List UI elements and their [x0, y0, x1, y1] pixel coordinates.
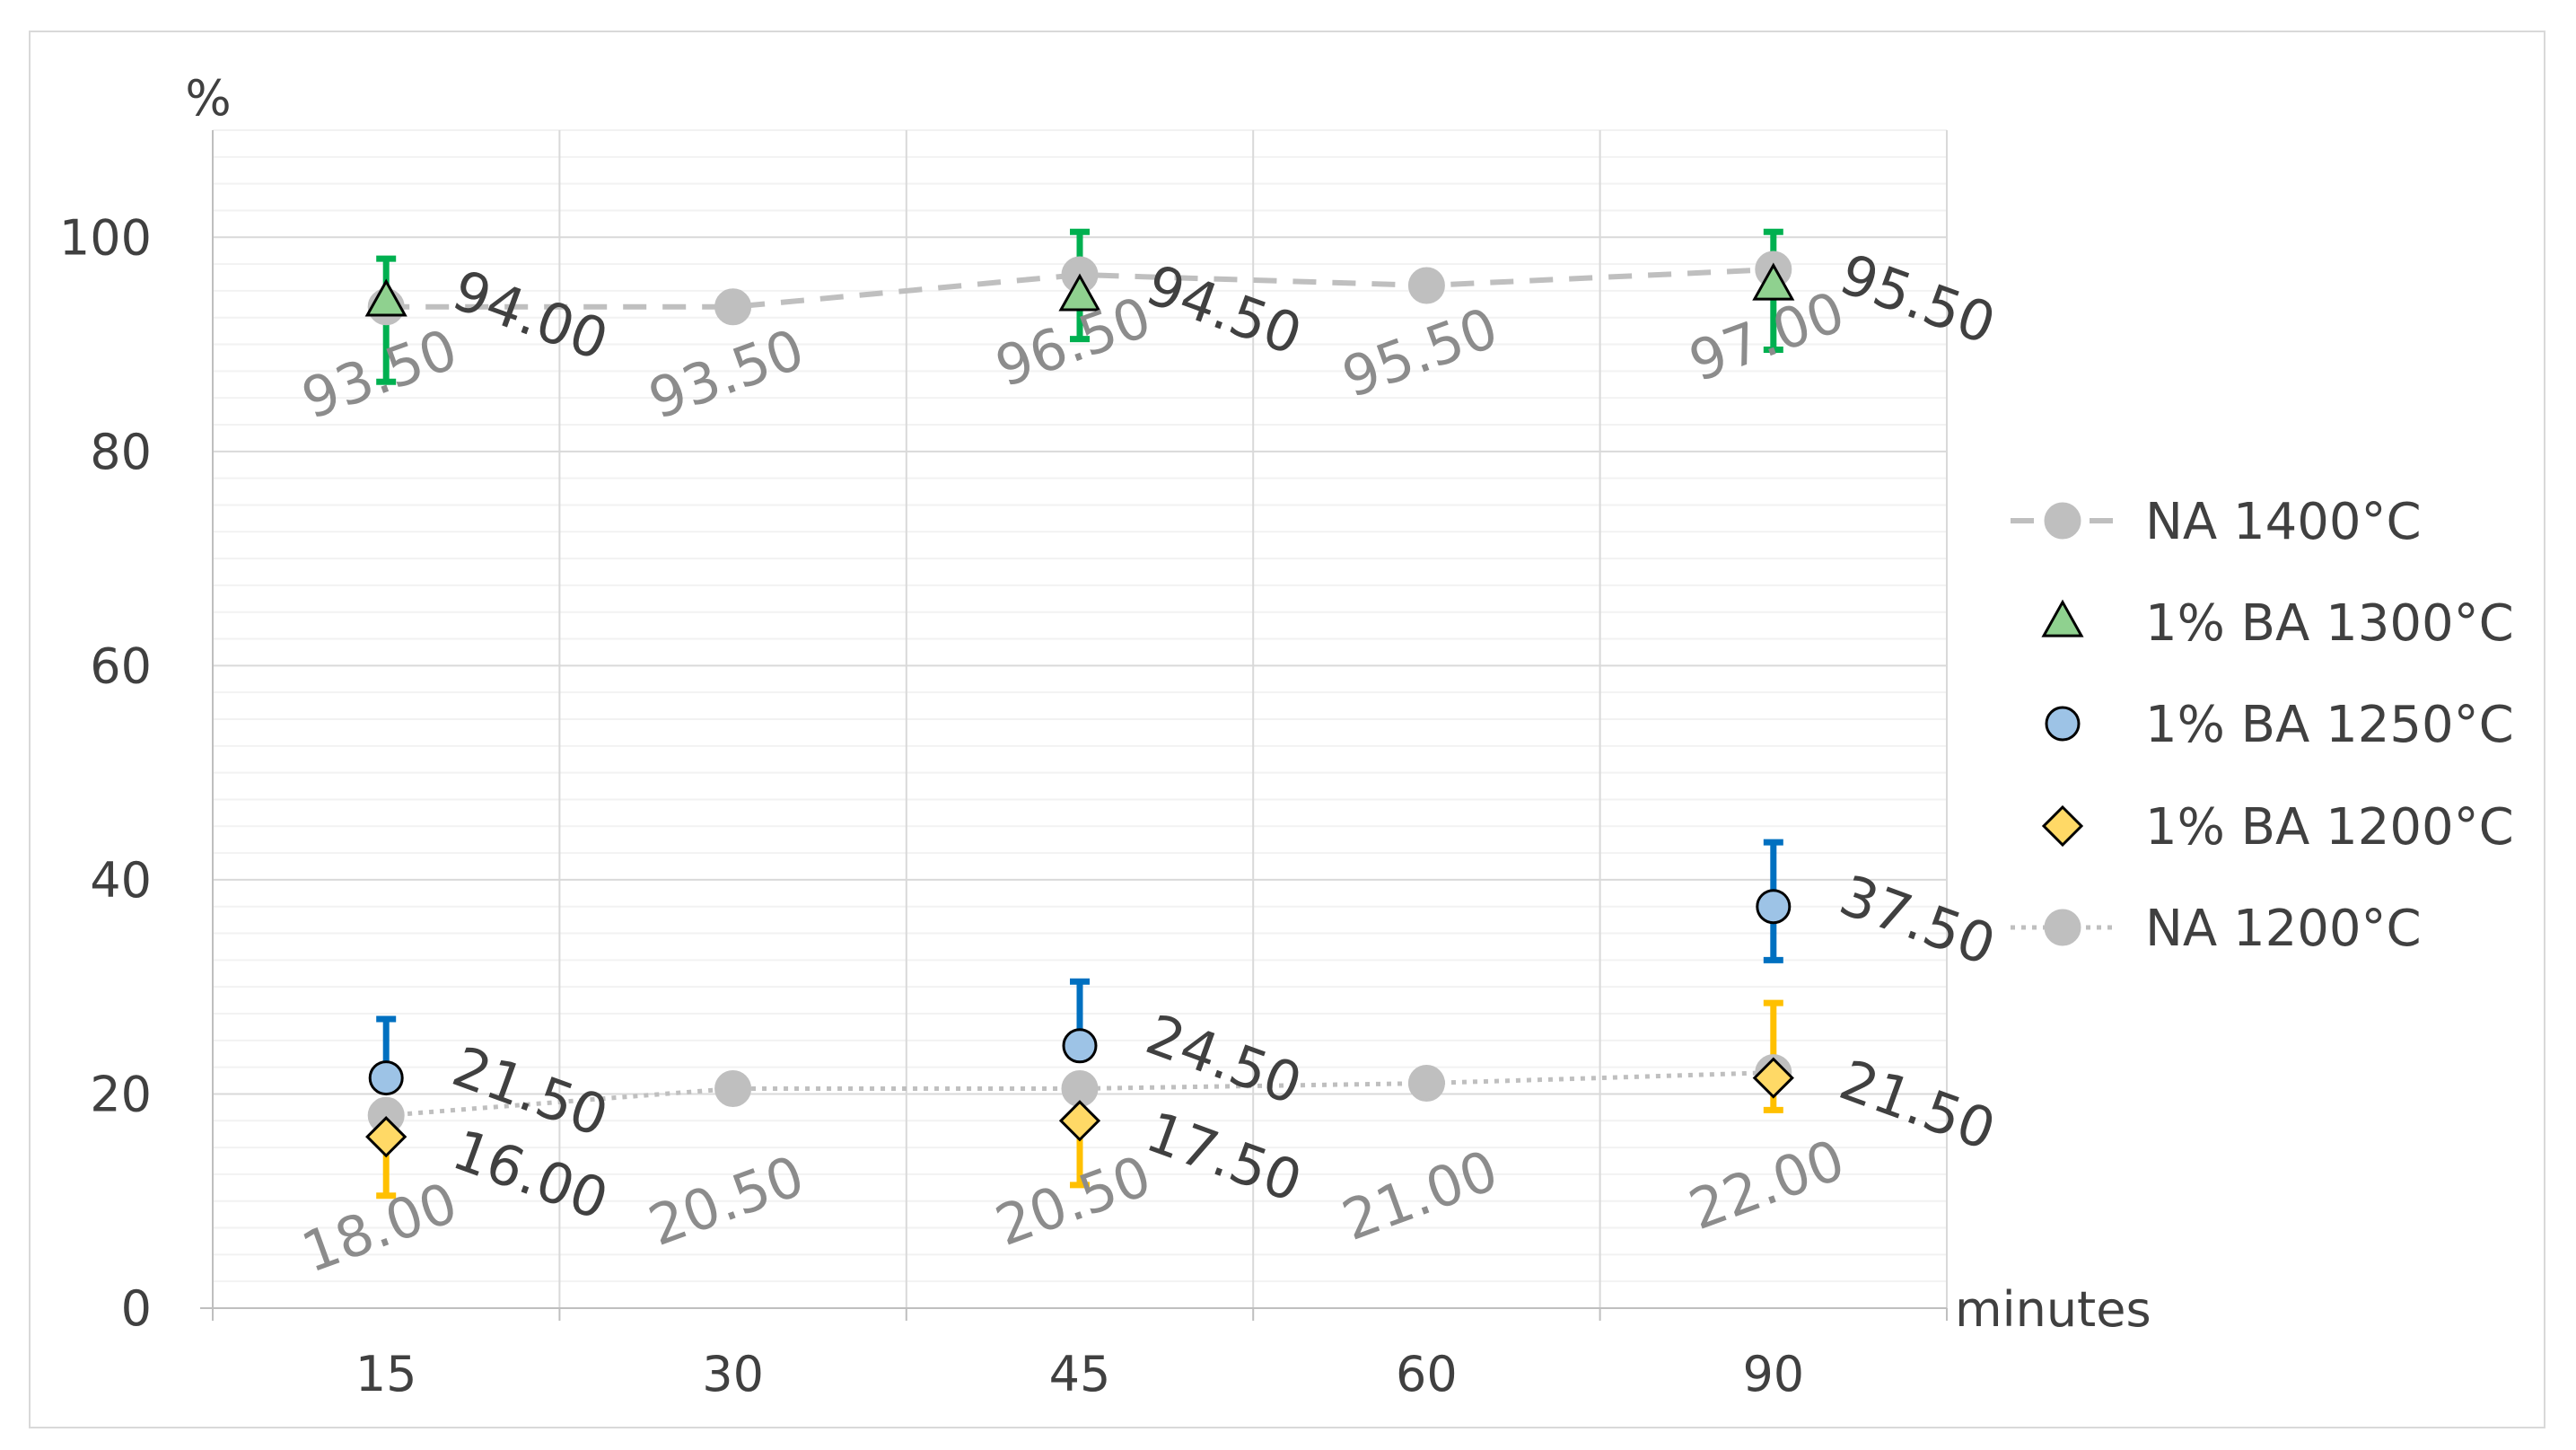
data-point	[1058, 273, 1101, 312]
legend-label: NA 1200°C	[2145, 900, 2422, 958]
data-point	[368, 1060, 404, 1096]
legend: NA 1400°C 1% BA 1300°C 1% BA 1250°C 1% BA 1…	[2011, 493, 2514, 958]
y-tick-label: 100	[59, 209, 152, 266]
x-axis-title: minutes	[1955, 1281, 2151, 1338]
data-point	[1756, 889, 1792, 925]
legend-marker	[2044, 502, 2081, 540]
data-point	[1407, 1065, 1445, 1103]
y-tick-label: 0	[121, 1280, 152, 1337]
data-point	[714, 1069, 752, 1107]
data-point	[1058, 1100, 1101, 1142]
data-point	[1407, 267, 1445, 304]
data-point	[1062, 1028, 1098, 1064]
y-tick-label: 80	[90, 424, 152, 480]
legend-marker	[2041, 804, 2084, 848]
x-tick-label: 90	[1742, 1346, 1804, 1402]
x-tick-label: 60	[1396, 1346, 1458, 1402]
data-point	[1752, 1057, 1794, 1099]
y-tick-label: 40	[90, 852, 152, 909]
legend-label: 1% BA 1250°C	[2145, 696, 2514, 754]
legend-marker	[2045, 706, 2081, 742]
x-tick-label: 45	[1049, 1346, 1111, 1402]
data-point	[714, 288, 752, 326]
data-point	[365, 1116, 407, 1158]
y-axis-title: %	[185, 70, 231, 127]
data-point	[364, 278, 407, 317]
y-tick-label: 60	[90, 637, 152, 694]
x-tick-label: 15	[355, 1346, 417, 1402]
series-lines	[386, 267, 1774, 1118]
data-markers	[364, 250, 1795, 1158]
legend-marker	[2041, 599, 2084, 637]
data-point	[1752, 262, 1795, 301]
x-tick-label: 30	[702, 1346, 764, 1402]
axes: 0 20 40 60 80 100 15 30 45 60 90% minutes	[59, 70, 2151, 1402]
y-tick-label: 20	[90, 1066, 152, 1122]
legend-label: NA 1400°C	[2145, 493, 2422, 551]
legend-marker	[2044, 909, 2081, 946]
series-line-0	[386, 267, 1774, 310]
legend-label: 1% BA 1200°C	[2145, 798, 2514, 857]
legend-label: 1% BA 1300°C	[2145, 594, 2514, 653]
